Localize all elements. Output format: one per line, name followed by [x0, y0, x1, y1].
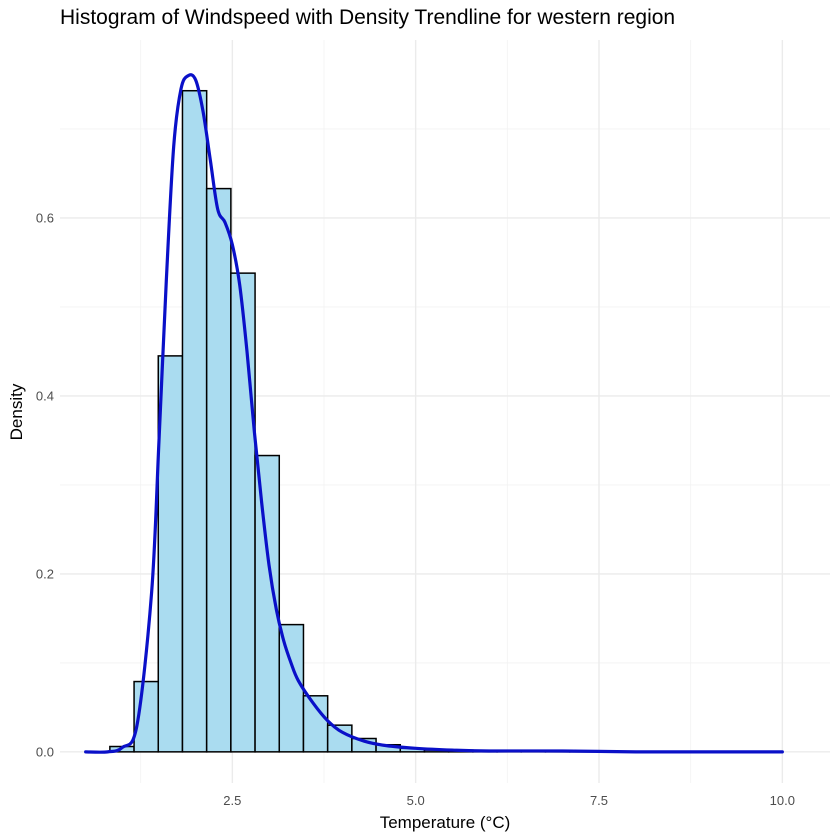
- histogram-bar: [302, 695, 329, 753]
- y-tick-label: 0.0: [36, 744, 54, 759]
- x-axis-ticks: 2.5 5.0 7.5 10.0: [223, 793, 795, 808]
- x-axis-title: Temperature (°C): [380, 813, 511, 832]
- histogram-bars: [109, 89, 595, 753]
- histogram-bar: [278, 623, 305, 753]
- y-axis-title: Density: [7, 383, 26, 440]
- x-tick-label: 7.5: [590, 793, 608, 808]
- x-tick-label: 2.5: [223, 793, 241, 808]
- x-tick-label: 10.0: [770, 793, 795, 808]
- y-tick-label: 0.4: [36, 388, 54, 403]
- y-tick-label: 0.2: [36, 566, 54, 581]
- density-trendline: [84, 73, 784, 754]
- x-tick-label: 5.0: [407, 793, 425, 808]
- histogram-bar: [205, 187, 232, 753]
- histogram-bar: [181, 89, 208, 753]
- histogram-bar: [230, 272, 256, 753]
- histogram-bar: [157, 355, 184, 753]
- y-axis-ticks: 0.0 0.2 0.4 0.6: [36, 210, 54, 759]
- chart-title: Histogram of Windspeed with Density Tren…: [60, 6, 675, 29]
- y-tick-label: 0.6: [36, 210, 54, 225]
